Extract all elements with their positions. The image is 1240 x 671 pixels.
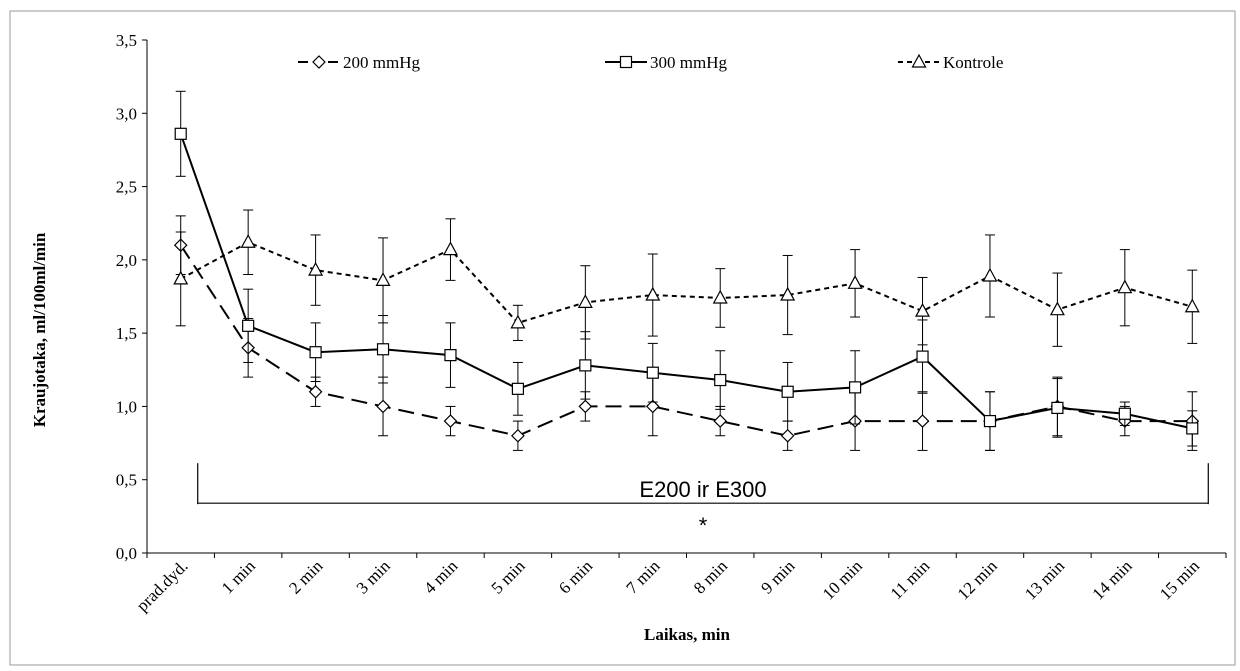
- y-tick-label: 1,5: [116, 324, 137, 343]
- legend-item: 300 mmHg: [605, 53, 727, 72]
- data-point: [240, 234, 256, 248]
- legend-item: Kontrole: [898, 53, 1003, 72]
- data-point: [173, 270, 189, 285]
- data-point: [510, 314, 526, 329]
- y-tick-label: 0,0: [116, 544, 137, 563]
- data-point: [376, 399, 390, 414]
- x-axis-title: Laikas, min: [644, 625, 731, 644]
- data-point: [578, 399, 593, 414]
- data-point: [847, 275, 863, 289]
- data-point: [444, 349, 457, 362]
- data-point: [309, 346, 322, 359]
- data-point: [442, 241, 458, 256]
- y-tick-label: 3,5: [116, 31, 137, 50]
- data-point: [443, 414, 458, 428]
- data-point: [511, 382, 525, 395]
- series-line: [180, 241, 1193, 325]
- annotation-label: E200 ir E300: [639, 477, 766, 502]
- data-point: [375, 272, 391, 286]
- series-group: [173, 90, 1200, 451]
- data-point: [780, 428, 795, 443]
- data-point: [511, 428, 525, 443]
- legend-label: Kontrole: [943, 53, 1003, 72]
- data-point: [713, 414, 728, 428]
- series-square: [174, 90, 1199, 451]
- significance-annotation: E200 ir E300 *: [197, 463, 1209, 538]
- series-triangle: [173, 209, 1200, 347]
- legend-label: 200 mmHg: [343, 53, 420, 72]
- data-point: [646, 366, 659, 379]
- data-point: [982, 267, 998, 282]
- y-axis-title: Kraujotaka, ml/100ml/min: [30, 232, 49, 427]
- data-point: [579, 359, 592, 372]
- data-point: [712, 289, 728, 304]
- data-point: [308, 261, 324, 276]
- data-point: [1118, 407, 1131, 420]
- data-point: [577, 294, 593, 308]
- y-tick-label: 2,5: [116, 178, 137, 197]
- data-point: [916, 350, 929, 363]
- data-point: [376, 343, 390, 356]
- y-tick-label: 2,0: [116, 251, 137, 270]
- data-point: [1049, 301, 1065, 316]
- series-line: [179, 133, 1193, 430]
- data-point: [781, 385, 794, 398]
- data-point: [242, 319, 255, 332]
- data-point: [983, 414, 997, 428]
- legend-item: 200 mmHg: [298, 53, 420, 72]
- legend-marker: [619, 55, 633, 69]
- data-point: [1051, 401, 1064, 414]
- y-tick-label: 3,0: [116, 104, 137, 123]
- legend-label: 300 mmHg: [650, 53, 727, 72]
- data-point: [1184, 298, 1200, 313]
- data-point: [780, 286, 796, 301]
- data-point: [1186, 422, 1199, 435]
- legend-marker: [911, 53, 927, 68]
- data-point: [1117, 279, 1133, 294]
- annotation-star: *: [699, 513, 708, 538]
- data-point: [645, 399, 660, 414]
- data-point: [848, 381, 862, 394]
- data-point: [714, 373, 727, 387]
- y-axis: 0,0 0,5 1,0 1,5 2,0 2,5 3,0 3,5: [116, 31, 148, 563]
- data-point: [174, 127, 187, 140]
- data-point: [915, 302, 931, 317]
- data-point: [308, 384, 323, 399]
- data-point: [915, 414, 930, 428]
- data-point: [645, 286, 661, 301]
- legend: 200 mmHg 300 mmHg Kontrole: [298, 53, 1003, 72]
- legend-marker: [312, 55, 326, 69]
- y-tick-label: 1,0: [116, 397, 137, 416]
- y-tick-label: 0,5: [116, 471, 137, 490]
